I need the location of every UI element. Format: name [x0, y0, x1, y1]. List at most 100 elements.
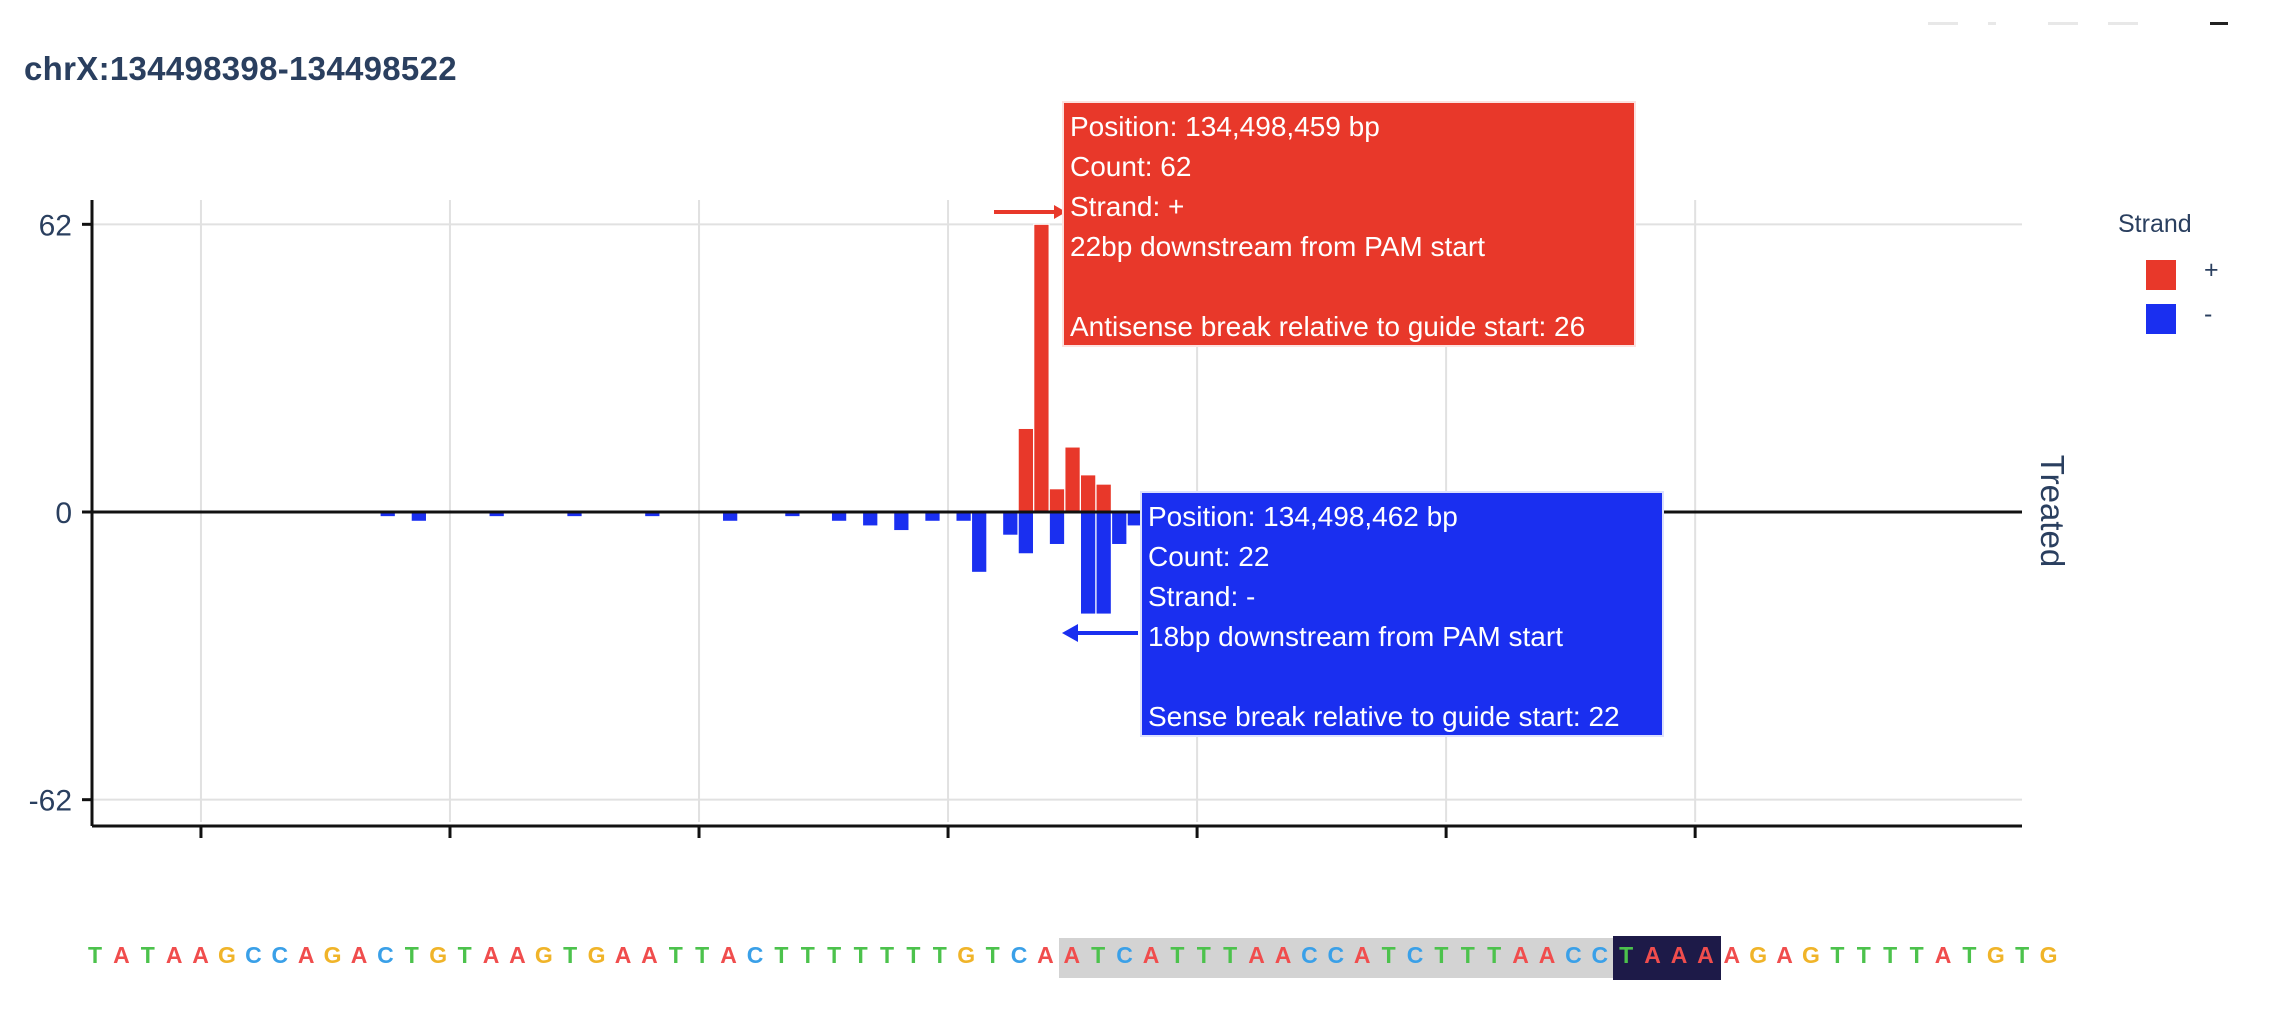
sequence-base: C [1591, 942, 1609, 968]
sequence-base: T [1170, 942, 1185, 968]
bar-minus [862, 511, 879, 527]
sequence-base: A [1776, 942, 1793, 968]
sequence-base: T [1830, 942, 1845, 968]
sequence-base: G [323, 942, 342, 968]
sequence-base: T [1883, 942, 1898, 968]
hover-line: Count: 62 [1070, 151, 1192, 182]
sequence-base: C [1327, 942, 1345, 968]
hover-line: Antisense break relative to guide start:… [1070, 311, 1586, 342]
sequence-base: T [853, 942, 868, 968]
hover-pointer-minus-tip [1062, 624, 1078, 642]
sequence-base: T [1223, 942, 1238, 968]
bar-minus [1080, 511, 1097, 615]
modebar-icon[interactable] [1928, 22, 1958, 25]
sequence-base: T [1962, 942, 1977, 968]
sequence-base: A [1723, 942, 1741, 968]
sequence-base: T [695, 942, 710, 968]
hover-line [1070, 267, 1628, 307]
sequence-base: T [1460, 942, 1475, 968]
sequence-base: C [1116, 942, 1133, 968]
sequence-base: T [1196, 942, 1211, 968]
hover-line: Position: 134,498,459 bp [1070, 111, 1380, 142]
sequence-base: T [1487, 942, 1502, 968]
legend-swatch-plus [2146, 260, 2176, 290]
hover-line: Position: 134,498,462 bp [1148, 501, 1458, 532]
sequence-base: T [1856, 942, 1871, 968]
legend-item-minus[interactable]: - [2146, 296, 2226, 336]
sequence-base: A [1512, 942, 1529, 968]
sequence-base: C [245, 942, 262, 968]
sequence-base: A [1538, 942, 1556, 968]
hover-line [1148, 657, 1656, 697]
hover-label-plus: Position: 134,498,459 bp Count: 62 Stran… [1062, 101, 1636, 347]
bar-minus [1002, 511, 1019, 536]
sequence-base: T [457, 942, 472, 968]
legend-title: Strand [2118, 210, 2192, 238]
legend-item-plus[interactable]: + [2146, 252, 2226, 292]
sequence-base: A [1670, 942, 1688, 968]
sequence-base: A [482, 942, 500, 968]
hover-line: Sense break relative to guide start: 22 [1148, 701, 1620, 732]
sequence-base: C [1301, 942, 1318, 968]
sequence-base: C [746, 942, 764, 968]
bar-minus [1017, 511, 1034, 555]
bar-minus [1048, 511, 1066, 545]
sequence-base: C [377, 942, 394, 968]
hover-line: Count: 22 [1148, 541, 1270, 572]
y-tick-label: 0 [55, 497, 72, 530]
sequence-base: T [774, 942, 789, 968]
sequence-base: G [587, 942, 606, 968]
sequence-base: A [350, 942, 368, 968]
chart-title: chrX:134498398-134498522 [24, 50, 457, 87]
sequence-base: G [218, 942, 236, 968]
sequence-base: A [192, 942, 209, 968]
bar-plus [1095, 483, 1112, 513]
modebar-icon[interactable] [2048, 22, 2078, 25]
pam-highlight [1613, 936, 1721, 980]
modebar-icon[interactable] [2108, 22, 2138, 25]
sequence-base: T [1434, 942, 1449, 968]
bar-minus [1095, 511, 1112, 615]
sequence-base: T [906, 942, 921, 968]
y-tick-label: 62 [39, 209, 72, 242]
bar-minus [971, 511, 988, 573]
facet-label: Treated [2034, 454, 2071, 568]
sequence-base: A [509, 942, 526, 968]
sequence-base: A [1934, 942, 1952, 968]
hover-label-minus: Position: 134,498,462 bp Count: 22 Stran… [1140, 491, 1664, 737]
sequence-base: A [1274, 942, 1292, 968]
hover-pointer-plus-tip [1054, 205, 1066, 219]
legend-swatch-minus [2146, 304, 2176, 334]
bar-minus [893, 511, 910, 532]
sequence-base: C [1010, 942, 1028, 968]
bar-plus [1033, 223, 1050, 513]
modebar-icon[interactable] [2210, 22, 2228, 25]
legend-label-minus: - [2204, 300, 2213, 328]
hover-line: 18bp downstream from PAM start [1148, 621, 1563, 652]
sequence-base: A [720, 942, 737, 968]
bar-plus [1048, 488, 1066, 513]
sequence-base: T [563, 942, 578, 968]
modebar[interactable] [1888, 14, 2248, 30]
hover-line: 22bp downstream from PAM start [1070, 231, 1485, 262]
sequence-base: A [1142, 942, 1160, 968]
sequence-base: G [1802, 942, 1820, 968]
sequence-base: A [614, 942, 632, 968]
sequence-base: G [957, 942, 976, 968]
sequence-base: T [1909, 942, 1924, 968]
sequence-base: A [1644, 942, 1661, 968]
sequence-base: G [1986, 942, 2005, 968]
sequence-base: A [1248, 942, 1265, 968]
sequence-base: A [1037, 942, 1054, 968]
sequence-base: G [534, 942, 553, 968]
sequence-base: T [985, 942, 1000, 968]
hover-line: Strand: + [1070, 191, 1185, 222]
legend-label-plus: + [2204, 256, 2219, 284]
sequence-base: T [87, 942, 103, 968]
sequence-base: T [140, 942, 155, 968]
sequence-base: T [932, 942, 947, 968]
modebar-icon[interactable] [1988, 22, 1996, 25]
sequence-base: T [879, 942, 895, 968]
sequence-base: T [668, 942, 683, 968]
